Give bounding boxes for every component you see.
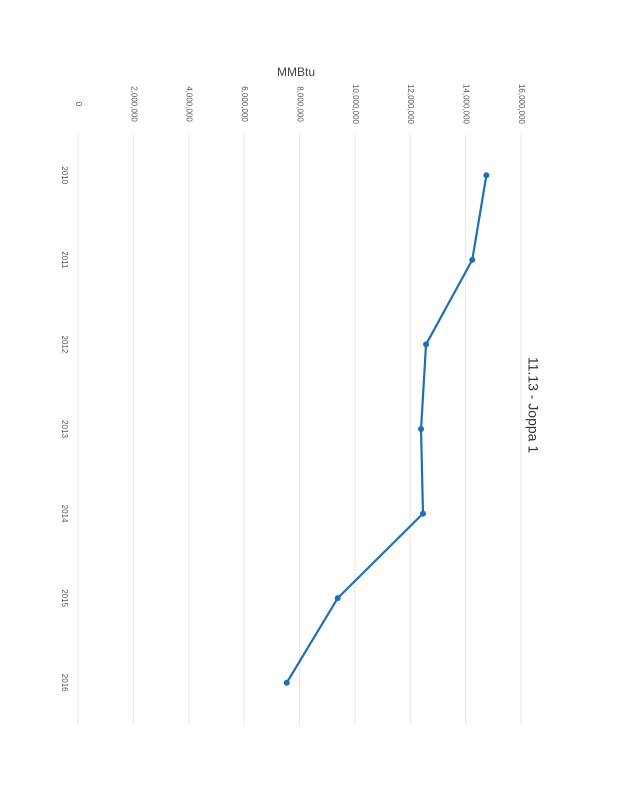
category-label: 2012 [60,336,69,354]
category-label: 2010 [60,166,69,184]
point [334,595,341,602]
value-tick-label: 4,000,000 [185,86,194,122]
category-label: 2015 [60,589,69,607]
value-tick-label: 12,000,000 [406,84,415,125]
point [483,172,490,179]
point [419,510,426,517]
point [283,679,290,686]
chart-title: 11.13 - Joppa 1 [525,357,541,453]
value-tick-label: 14,000,000 [462,84,471,125]
category-label: 2013 [60,420,69,438]
category-label: 2011 [60,251,69,269]
value-tick-label: 6,000,000 [240,86,249,122]
point [418,426,425,432]
axis-label: MMBtu [277,65,315,79]
category-label: 2014 [60,505,69,523]
value-tick-label: 16,000,000 [517,84,526,125]
value-tick-label: 8,000,000 [295,86,304,122]
value-tick-label: 0 [74,102,83,107]
point [423,341,430,348]
value-tick-label: 10,000,000 [351,84,360,125]
value-tick-label: 2,000,000 [129,86,138,122]
point [469,256,476,263]
category-label: 2016 [60,674,69,692]
